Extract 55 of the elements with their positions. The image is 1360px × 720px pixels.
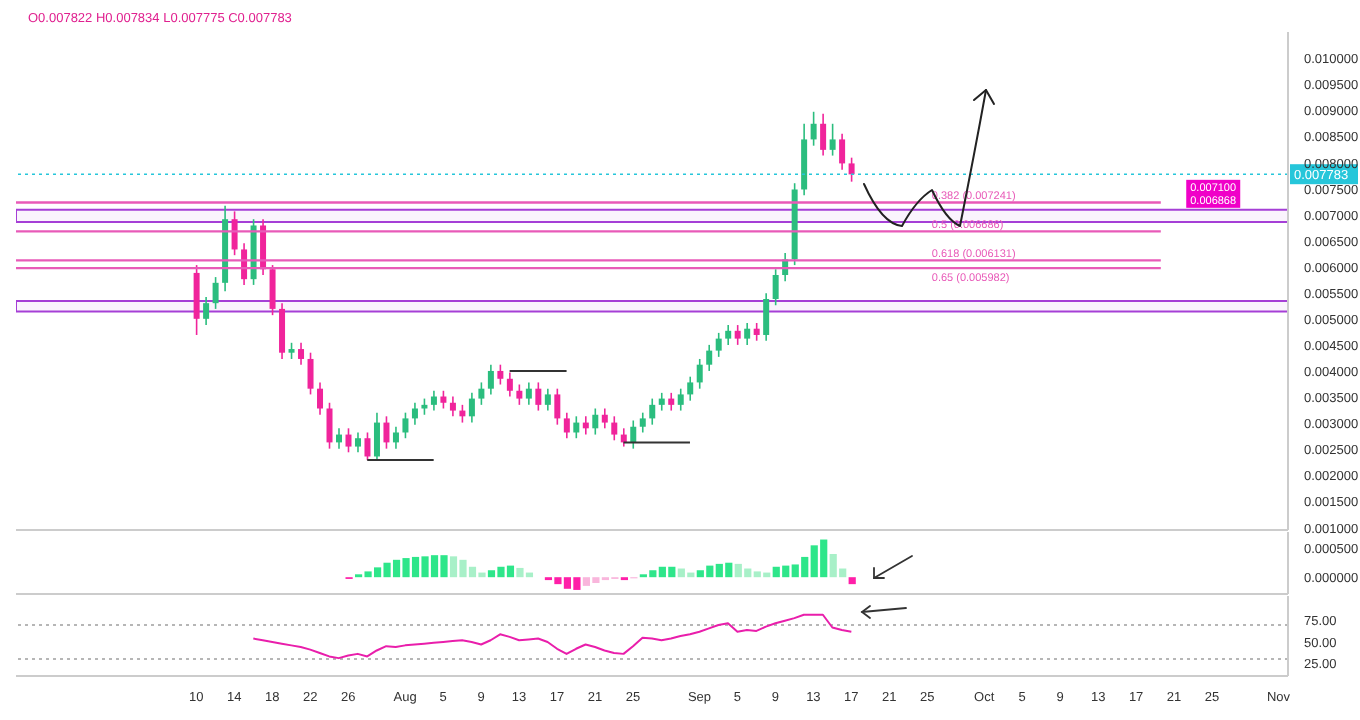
candlestick (848, 156, 855, 183)
candlestick (326, 401, 333, 450)
candlestick (383, 415, 390, 450)
candlestick (449, 395, 456, 418)
candlestick (772, 268, 779, 307)
bar (582, 577, 591, 586)
candlestick (478, 381, 485, 406)
candlestick (354, 431, 361, 454)
candlestick (706, 344, 713, 372)
candlestick (269, 264, 276, 316)
candlestick (193, 264, 200, 336)
candlestick (696, 358, 703, 390)
candlestick (430, 389, 437, 412)
candlestick (203, 296, 210, 326)
candlestick (725, 324, 732, 346)
candlestick (345, 427, 352, 454)
candlestick (592, 407, 599, 436)
candlestick (298, 341, 305, 366)
candlestick (687, 375, 694, 402)
candlestick (715, 332, 722, 358)
candlestick (307, 351, 314, 396)
candlestick (677, 387, 684, 412)
candlestick (279, 302, 286, 360)
candlestick (212, 276, 219, 310)
candlestick (611, 415, 618, 442)
candlestick (506, 371, 513, 398)
candlestick (601, 407, 608, 430)
candlestick (554, 387, 561, 426)
candlestick (392, 425, 399, 450)
candlestick (734, 324, 741, 346)
candlestick (573, 415, 580, 440)
bar (848, 577, 856, 585)
candlestick (468, 392, 475, 424)
candlestick (487, 363, 494, 396)
candlestick (373, 411, 380, 461)
candlestick (535, 381, 542, 412)
candlestick (563, 411, 570, 440)
candlestick (810, 110, 817, 147)
candlestick (231, 210, 238, 256)
candlestick (544, 387, 551, 412)
candlestick (639, 411, 646, 434)
candlestick (763, 292, 770, 342)
candlestick (839, 132, 846, 171)
candlestick (364, 431, 371, 461)
candlestick (516, 383, 523, 406)
candlestick (317, 381, 324, 416)
candlestick (744, 322, 751, 346)
candlestick (820, 113, 827, 157)
line-series (252, 613, 853, 660)
candlestick (411, 401, 418, 426)
candlestick (649, 397, 656, 426)
candlestick (402, 411, 409, 440)
candlestick (497, 363, 504, 386)
candlestick (829, 122, 836, 157)
candlestick (525, 381, 532, 406)
